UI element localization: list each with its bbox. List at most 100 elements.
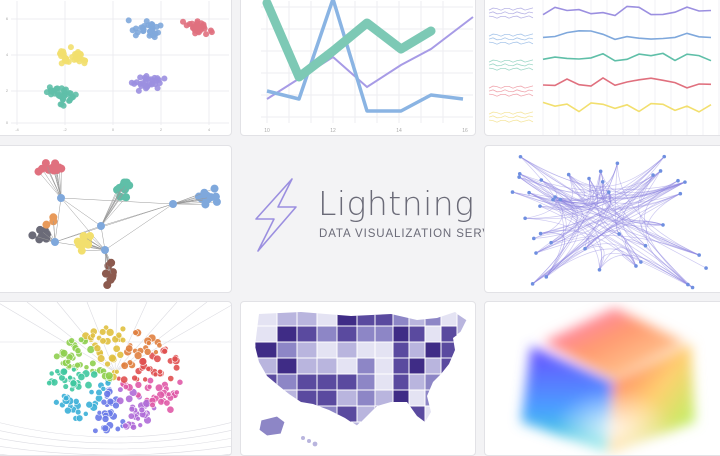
volume-render-tile[interactable] xyxy=(484,301,720,456)
scatter-point xyxy=(101,386,106,391)
graph-node xyxy=(676,179,680,183)
graph-node xyxy=(662,155,666,159)
scatter-point xyxy=(117,351,124,358)
sparkline xyxy=(489,120,533,122)
state-region xyxy=(409,326,425,342)
line-series xyxy=(543,53,711,60)
scatter-point xyxy=(101,399,107,405)
state-region xyxy=(441,390,457,406)
graph-edge xyxy=(599,253,692,287)
scatter-point xyxy=(168,375,174,381)
y-tick-label: 2 xyxy=(6,88,9,93)
state-region xyxy=(409,358,425,374)
scatter-point xyxy=(87,346,95,354)
scatter-point xyxy=(63,395,69,401)
y-tick-label: 4 xyxy=(6,52,9,57)
scatter-point xyxy=(123,384,128,389)
graph-node xyxy=(519,155,523,159)
scatter-point xyxy=(209,29,215,35)
scatter-point xyxy=(147,377,153,383)
scatter-point xyxy=(147,28,153,34)
graph-bundle xyxy=(485,146,720,293)
y-tick-label: 0 xyxy=(6,120,9,125)
state-region xyxy=(255,326,277,342)
scatter-point xyxy=(48,87,54,93)
graph-node xyxy=(534,251,538,255)
graph-node xyxy=(107,259,115,267)
scatter-point xyxy=(143,377,148,382)
graph-node xyxy=(691,286,695,290)
scatter-point xyxy=(61,93,67,99)
scatter-point xyxy=(90,360,97,367)
graph-node xyxy=(587,177,591,181)
state-region xyxy=(337,310,357,326)
scatter-point xyxy=(177,379,183,385)
state-region xyxy=(393,374,409,390)
sparkline xyxy=(489,8,533,10)
graph-node xyxy=(523,216,527,220)
scatter-point xyxy=(121,362,128,369)
state-region xyxy=(441,406,457,422)
scatter-point xyxy=(64,58,70,64)
scatter-point xyxy=(100,338,107,345)
graph-node xyxy=(639,260,643,264)
scatter-point xyxy=(153,372,158,377)
graph-node xyxy=(97,222,105,230)
graph-node xyxy=(518,172,522,176)
state-region xyxy=(357,390,375,406)
x-tick-label: 0 xyxy=(112,127,115,132)
scatter-point xyxy=(126,17,132,23)
scatter-point xyxy=(78,337,84,343)
scatter-point xyxy=(138,423,143,428)
multi-line-chart-tile[interactable] xyxy=(484,0,720,136)
scatter-point xyxy=(69,338,75,344)
scatter-point xyxy=(133,25,139,31)
graph-node xyxy=(634,264,638,268)
scatter-point xyxy=(71,367,76,372)
graph-bundle-tile[interactable] xyxy=(484,145,720,293)
x-tick-label: 12 xyxy=(330,128,336,134)
force-graph-tile[interactable] xyxy=(0,145,232,293)
scatter-point xyxy=(105,361,111,367)
graph-node xyxy=(583,247,587,251)
scatter-point xyxy=(128,413,134,419)
graph-node xyxy=(538,204,542,208)
state-region xyxy=(393,358,409,374)
scatter-point xyxy=(114,369,119,374)
line-series xyxy=(543,102,711,112)
graph-node xyxy=(679,192,683,196)
scatter-point xyxy=(108,354,116,362)
graph-node xyxy=(549,241,553,245)
graph-node xyxy=(539,178,543,182)
scatter-point xyxy=(203,31,209,37)
state-region xyxy=(357,374,375,390)
scatter-point xyxy=(133,32,139,38)
graph-node xyxy=(599,170,603,174)
scatter-point xyxy=(85,381,92,388)
state-region xyxy=(259,416,285,436)
graph-node xyxy=(28,231,36,239)
state-region xyxy=(277,390,297,406)
line-series xyxy=(267,3,431,77)
scatter-point xyxy=(167,406,174,413)
sparkline xyxy=(489,68,533,70)
sparkline xyxy=(489,34,533,36)
sparkline xyxy=(489,112,533,114)
state-region xyxy=(297,326,317,342)
scatter-point xyxy=(61,103,67,109)
3d-scatter-tile[interactable] xyxy=(0,301,232,456)
x-tick-label: 10 xyxy=(264,128,270,134)
x-tick-label: 14 xyxy=(396,128,402,134)
graph-node xyxy=(532,237,536,241)
scatter-point xyxy=(80,57,86,63)
state-region xyxy=(317,326,337,342)
scatter-point xyxy=(158,398,165,405)
us-map-tile[interactable] xyxy=(240,301,476,456)
state-region xyxy=(409,342,425,358)
state-region xyxy=(375,358,393,374)
state-region xyxy=(297,390,317,406)
scatter-point xyxy=(49,371,54,376)
graph-node xyxy=(57,194,65,202)
